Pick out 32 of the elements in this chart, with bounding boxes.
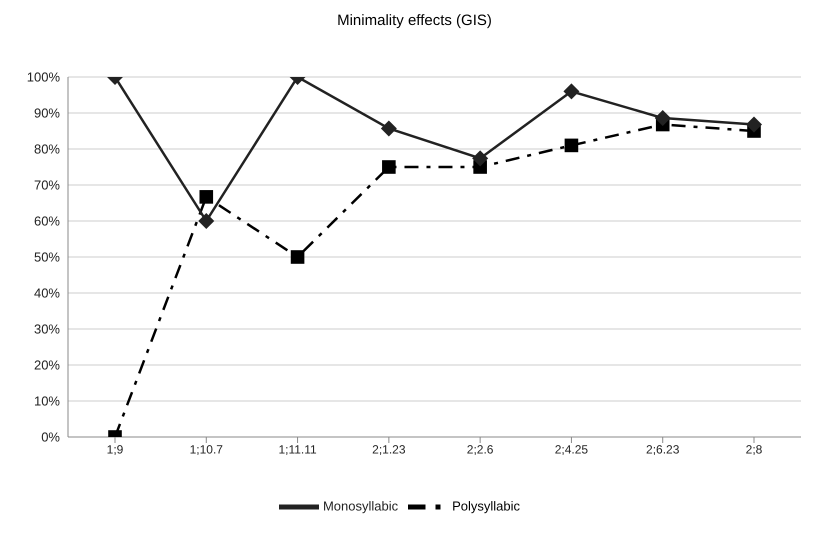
y-tick-label: 60%	[34, 214, 60, 229]
y-tick-label: 40%	[34, 286, 60, 301]
point	[382, 160, 396, 174]
y-tick-label: 70%	[34, 178, 60, 193]
point	[199, 190, 214, 204]
point	[472, 150, 488, 166]
point	[198, 213, 214, 229]
point	[654, 110, 671, 126]
y-tick-label: 20%	[34, 358, 60, 373]
point	[563, 83, 580, 100]
point	[746, 116, 762, 133]
y-tick-label: 90%	[34, 106, 60, 121]
x-tick-label: 2;4.25	[554, 442, 588, 457]
x-tick-label: 2;6.23	[646, 442, 680, 457]
x-tick-label: 2;1.23	[372, 442, 406, 457]
y-tick-label: 100%	[26, 70, 60, 85]
x-tick-label: 2;8	[746, 442, 763, 457]
point	[564, 138, 578, 152]
point	[380, 120, 397, 136]
point	[290, 250, 304, 264]
x-tick-label: 1;9	[106, 442, 124, 457]
y-tick-label: 0%	[41, 430, 60, 445]
y-tick-label: 30%	[34, 322, 60, 337]
x-tick-label: 1;11.11	[278, 442, 318, 457]
legend-label: Polysyllabic	[452, 498, 520, 514]
x-tick-label: 2;2.6	[466, 442, 494, 457]
chart-title: Minimality effects (GIS)	[336, 12, 493, 29]
y-tick-label: 80%	[34, 142, 60, 157]
y-tick-label: 10%	[34, 394, 60, 409]
x-tick-label: 1;10.7	[190, 442, 224, 457]
y-tick-label: 50%	[34, 250, 60, 265]
legend-label: Monosyllabic	[322, 498, 398, 514]
